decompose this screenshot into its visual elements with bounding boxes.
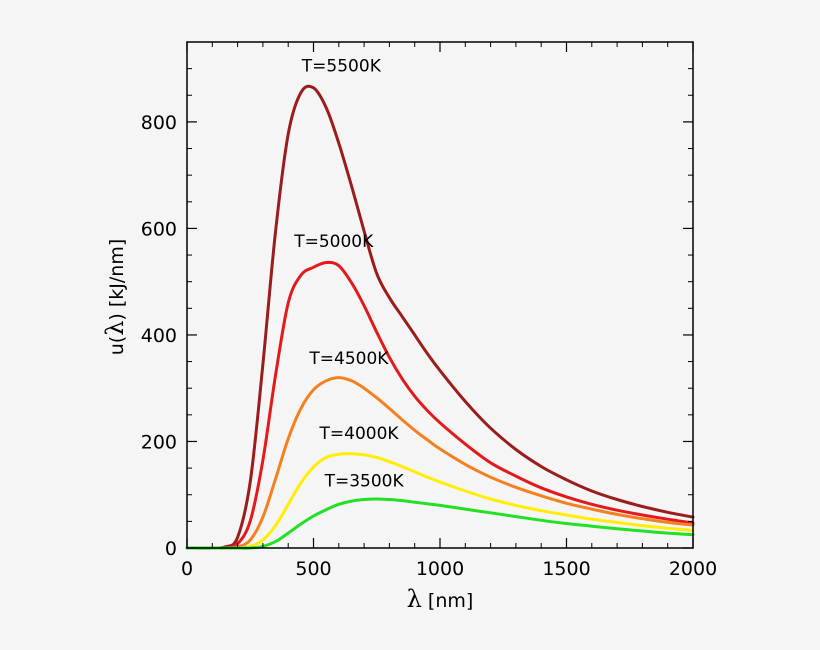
annotation-t3500k: T=3500K <box>324 472 405 492</box>
x-tick-label: 2000 <box>669 558 717 580</box>
x-axis-symbol: λ <box>407 585 422 613</box>
series-line-t4500k <box>185 376 695 550</box>
y-axis-prefix: u( <box>106 336 128 355</box>
plot-frame <box>186 41 694 549</box>
y-axis-label: u(λ) [kJ/nm] <box>101 239 129 356</box>
annotation-t5500k: T=5500K <box>301 56 382 76</box>
y-tick-label: 0 <box>165 538 177 560</box>
x-axis-unit: [nm] <box>422 590 473 612</box>
series-line-t5500k <box>185 84 695 550</box>
series-line-t5000k <box>185 260 695 550</box>
x-axis-label: λ [nm] <box>407 585 474 613</box>
series-annotations: T=5500K T=5000K T=4500K T=4000K T=3500K <box>293 56 404 491</box>
y-tick-label: 600 <box>141 218 177 240</box>
series-curves <box>185 84 695 550</box>
y-tick-label: 800 <box>141 112 177 134</box>
x-tick-label: 1500 <box>542 558 590 580</box>
annotation-t4000k: T=4000K <box>319 424 400 444</box>
annotation-t4500k: T=4500K <box>308 349 389 369</box>
y-tick-label: 400 <box>141 325 177 347</box>
series-line-t4000k <box>185 452 695 550</box>
x-tick-label: 500 <box>295 558 331 580</box>
x-tick-label: 1000 <box>416 558 464 580</box>
y-axis-suffix: ) [kJ/nm] <box>106 239 128 321</box>
y-axis-symbol: λ <box>101 321 129 336</box>
annotation-t5000k: T=5000K <box>293 232 374 252</box>
series-line-t3500k <box>185 497 695 550</box>
axis-ticks: 0 500 1000 1500 2000 0 200 400 600 800 <box>141 42 717 580</box>
y-tick-label: 200 <box>141 431 177 453</box>
x-tick-label: 0 <box>181 558 193 580</box>
